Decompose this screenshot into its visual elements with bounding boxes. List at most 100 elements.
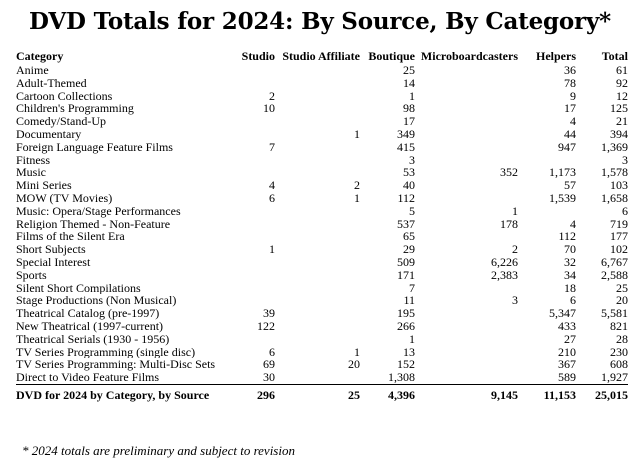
cell-helpers: 34 <box>564 268 576 282</box>
cell-total: 230 <box>610 345 628 359</box>
cell-boutique: 171 <box>397 268 415 282</box>
cell-category: Stage Productions (Non Musical) <box>16 294 177 308</box>
cell-category: MOW (TV Movies) <box>16 191 113 205</box>
total-row: DVD for 2024 by Category, by Source 296 … <box>16 383 628 404</box>
cell-studio-affiliate <box>275 371 360 384</box>
cell-category: TV Series Programming: Multi-Disc Sets <box>16 358 216 372</box>
cell-helpers: 9 <box>570 89 576 103</box>
cell-studio-affiliate <box>275 230 360 243</box>
cell-studio-affiliate: 2 <box>354 179 360 192</box>
cell-microboardcasters: 2,383 <box>491 268 518 282</box>
cell-category: Mini Series <box>16 179 72 192</box>
cell-category: Comedy/Stand-Up <box>16 115 106 128</box>
cell-microboardcasters <box>415 371 518 384</box>
cell-studio-affiliate <box>275 77 360 90</box>
cell-helpers: 44 <box>564 127 576 141</box>
cell-total: 6 <box>622 204 628 218</box>
cell-total: 1,927 <box>601 371 628 385</box>
total-boutique: 4,396 <box>360 383 415 404</box>
cell-boutique: 5 <box>409 204 415 218</box>
cell-total: 5,581 <box>601 307 628 320</box>
cell-helpers: 70 <box>564 243 576 256</box>
cell-total: 821 <box>610 319 628 333</box>
total-studio: 296 <box>234 383 275 404</box>
cell-studio-affiliate <box>275 64 360 77</box>
table-row: TV Series Programming: Multi-Disc Sets 69… <box>16 358 628 371</box>
cell-microboardcasters <box>415 333 518 346</box>
cell-category: Documentary <box>16 127 82 141</box>
cell-helpers: 433 <box>558 319 576 333</box>
total-microboardcasters: 9,145 <box>415 383 518 404</box>
cell-studio-affiliate <box>275 218 360 231</box>
cell-microboardcasters <box>415 282 518 295</box>
table-row: Stage Productions (Non Musical) 11 3 6 20 <box>16 294 628 307</box>
cell-category: Fitness <box>16 153 51 167</box>
cell-studio-affiliate <box>275 154 360 167</box>
cell-total: 2,588 <box>601 268 628 282</box>
cell-studio <box>234 256 275 269</box>
table-row: Films of the Silent Era 65 112 177 <box>16 230 628 243</box>
cell-helpers: 947 <box>558 140 576 154</box>
cell-studio <box>234 294 275 307</box>
cell-studio <box>234 269 275 282</box>
cell-category: Sports <box>16 268 47 282</box>
cell-studio: 1 <box>269 243 275 256</box>
cell-helpers: 57 <box>564 179 576 192</box>
cell-microboardcasters <box>415 90 518 103</box>
table-row: Direct to Video Feature Films 30 1,308 589 1… <box>16 371 628 384</box>
cell-microboardcasters: 3 <box>512 294 518 308</box>
cell-category: Direct to Video Feature Films <box>16 371 160 385</box>
header-studio-affiliate: Studio Affiliate <box>282 49 360 64</box>
cell-helpers <box>518 154 576 167</box>
cell-total: 102 <box>610 243 628 256</box>
cell-total: 1,578 <box>601 166 628 180</box>
cell-total: 394 <box>610 127 628 141</box>
table-row: Adult-Themed 14 78 92 <box>16 77 628 90</box>
cell-studio-affiliate <box>275 307 360 320</box>
table-row: Fitness 3 3 <box>16 154 628 167</box>
cell-studio-affiliate <box>275 102 360 115</box>
cell-studio: 4 <box>269 179 275 192</box>
cell-studio <box>234 115 275 128</box>
cell-boutique: 195 <box>397 307 415 320</box>
cell-studio-affiliate <box>275 269 360 282</box>
cell-boutique: 509 <box>397 255 415 269</box>
dvd-totals-table: Category Studio Studio Affiliate Boutiqu… <box>16 49 628 404</box>
cell-studio <box>234 166 275 179</box>
cell-category: New Theatrical (1997-current) <box>16 319 164 333</box>
cell-boutique: 14 <box>403 76 415 90</box>
cell-studio <box>234 128 275 141</box>
cell-studio: 10 <box>263 102 275 116</box>
cell-microboardcasters <box>415 77 518 90</box>
cell-microboardcasters <box>415 230 518 243</box>
cell-studio-affiliate <box>275 282 360 295</box>
cell-studio <box>234 230 275 243</box>
cell-studio <box>234 154 275 167</box>
cell-microboardcasters <box>415 320 518 333</box>
cell-helpers: 589 <box>558 371 576 385</box>
cell-studio-affiliate <box>275 166 360 179</box>
cell-category: Theatrical Catalog (pre-1997) <box>16 307 160 320</box>
cell-category: Theatrical Serials (1930 - 1956) <box>16 332 170 346</box>
cell-category: TV Series Programming (single disc) <box>16 345 196 359</box>
cell-total: 125 <box>610 102 628 116</box>
cell-boutique: 40 <box>403 179 415 192</box>
cell-microboardcasters: 6,226 <box>491 255 518 269</box>
cell-boutique: 152 <box>397 358 415 372</box>
cell-category: Short Subjects <box>16 243 86 256</box>
cell-helpers: 17 <box>564 102 576 116</box>
cell-studio: 39 <box>263 307 275 320</box>
cell-total: 177 <box>610 230 628 244</box>
cell-studio <box>234 64 275 77</box>
cell-helpers: 78 <box>564 76 576 90</box>
cell-studio-affiliate: 1 <box>354 191 360 205</box>
cell-studio-affiliate <box>275 320 360 333</box>
cell-studio <box>234 282 275 295</box>
table-row: Theatrical Catalog (pre-1997) 39 195 5,347 5… <box>16 307 628 320</box>
cell-studio-affiliate <box>275 115 360 128</box>
cell-boutique: 1 <box>409 332 415 346</box>
cell-studio-affiliate <box>275 90 360 103</box>
cell-category: Religion Themed - Non-Feature <box>16 217 171 231</box>
cell-category: Music <box>16 166 46 180</box>
cell-studio <box>234 333 275 346</box>
